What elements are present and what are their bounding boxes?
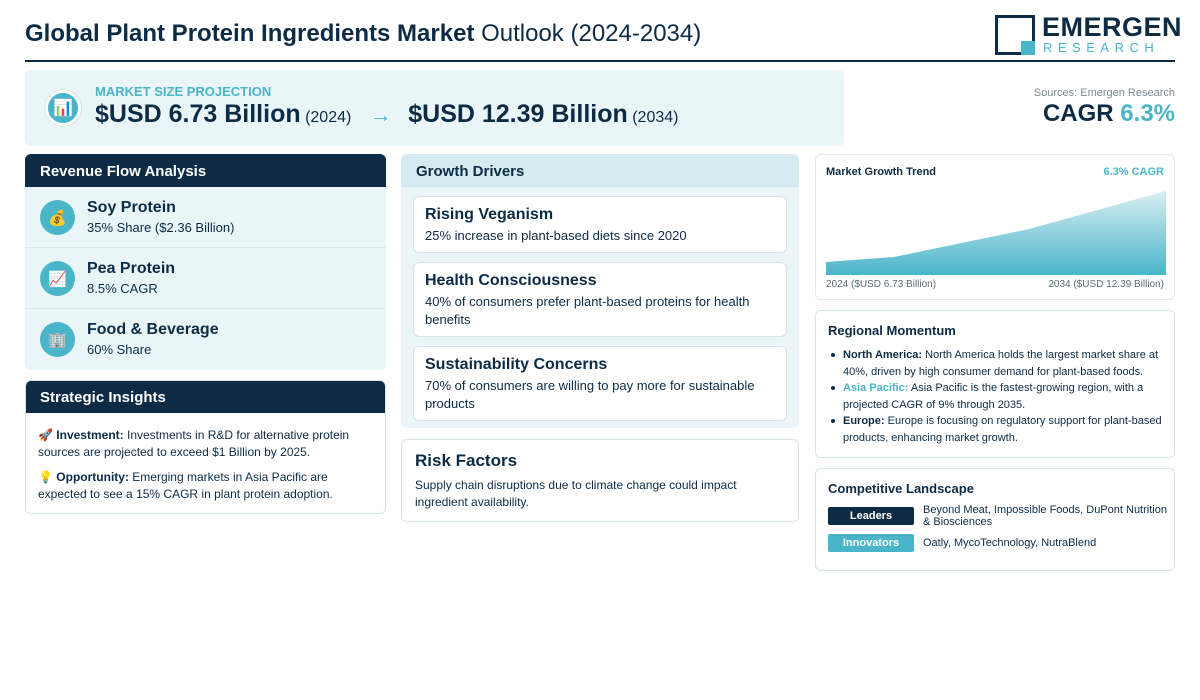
revenue-item: 📈 Pea Protein 8.5% CAGR (25, 248, 386, 309)
driver-text: 70% of consumers are willing to pay more… (425, 378, 755, 411)
revenue-item-detail: 60% Share (87, 342, 152, 357)
logo-mark-icon (995, 15, 1035, 55)
cagr-summary: CAGR 6.3% (1043, 100, 1175, 128)
cagr-value: 6.3% (1120, 100, 1175, 127)
revenue-item-name: Soy Protein (87, 199, 176, 216)
insight-opportunity: 💡 Opportunity: Emerging markets in Asia … (38, 469, 368, 503)
revenue-item-detail: 8.5% CAGR (87, 281, 158, 296)
region-text: Asia Pacific is the fastest-growing regi… (843, 382, 1144, 411)
driver-title: Health Consciousness (425, 272, 597, 289)
regional-momentum-panel: Regional Momentum North America: North A… (815, 310, 1175, 458)
insight-label: Opportunity: (56, 470, 129, 484)
risk-factors-panel: Risk Factors Supply chain disruptions du… (401, 439, 799, 522)
region-text: North America holds the largest market s… (843, 349, 1159, 378)
region-label: North America: (843, 349, 923, 361)
trend-start-label: 2024 ($USD 6.73 Billion) (826, 279, 937, 290)
region-label: Asia Pacific: (843, 382, 909, 394)
logo-sub-text: RESEARCH (1043, 40, 1160, 55)
market-growth-trend-card: Market Growth Trend 6.3% CAGR 2024 ($USD… (815, 154, 1175, 300)
driver-text: 40% of consumers prefer plant-based prot… (425, 294, 750, 327)
region-text: Europe is focusing on regulatory support… (843, 415, 1162, 444)
strategic-insights-title: Strategic Insights (26, 381, 385, 413)
revenue-item-name: Food & Beverage (87, 321, 219, 338)
driver-text: 25% increase in plant-based diets since … (425, 228, 687, 243)
projection-values: $USD 6.73 Billion (2024) → $USD 12.39 Bi… (95, 100, 678, 129)
leaders-badge: Leaders (828, 507, 914, 525)
title-bold: Global Plant Protein Ingredients Market (25, 20, 475, 47)
page-header: Global Plant Protein Ingredients Market … (25, 10, 1182, 62)
region-label: Europe: (843, 415, 885, 427)
revenue-item-name: Pea Protein (87, 260, 176, 277)
region-item: Europe: Europe is focusing on regulatory… (828, 413, 1162, 446)
rocket-icon: 🚀 (38, 428, 53, 442)
sources-note: Sources: Emergen Research (1033, 87, 1175, 99)
trend-end-label: 2034 ($USD 12.39 Billion) (1048, 279, 1164, 290)
insight-text: Investments in R&D for alternative prote… (38, 428, 350, 459)
start-year: (2024) (305, 109, 352, 126)
innovators-badge: Innovators (828, 534, 914, 552)
end-value: $USD 12.39 Billion (408, 100, 628, 128)
regional-list: North America: North America holds the l… (828, 347, 1162, 446)
insight-investment: 🚀 Investment: Investments in R&D for alt… (38, 427, 368, 461)
driver-card: Health Consciousness 40% of consumers pr… (413, 262, 787, 337)
innovators-list: Oatly, MycoTechnology, NutraBlend (923, 537, 1097, 549)
arrow-right-icon: → (369, 102, 392, 127)
page-title: Global Plant Protein Ingredients Market … (25, 20, 701, 48)
risk-factors-text: Supply chain disruptions due to climate … (415, 478, 737, 509)
revenue-item: 💰 Soy Protein 35% Share ($2.36 Billion) (25, 187, 386, 248)
regional-momentum-title: Regional Momentum (828, 323, 956, 338)
insight-text: Emerging markets in Asia Pacific are exp… (38, 470, 333, 501)
title-light: Outlook (2024-2034) (481, 20, 702, 47)
risk-factors-title: Risk Factors (415, 451, 518, 470)
insight-label: Investment: (56, 428, 124, 442)
driver-title: Rising Veganism (425, 206, 554, 223)
trend-title: Market Growth Trend (826, 166, 937, 178)
growth-area (826, 191, 1166, 275)
revenue-item-detail: 35% Share ($2.36 Billion) (87, 220, 235, 235)
trend-cagr: 6.3% CAGR (1103, 166, 1164, 178)
strategic-insights-panel: Strategic Insights 🚀 Investment: Investm… (25, 380, 386, 514)
trend-up-icon: 📈 (40, 261, 75, 296)
driver-card: Rising Veganism 25% increase in plant-ba… (413, 196, 787, 253)
bar-chart-icon: 📊 (45, 90, 81, 126)
region-item: Asia Pacific: Asia Pacific is the fastes… (828, 380, 1162, 413)
driver-card: Sustainability Concerns 70% of consumers… (413, 346, 787, 421)
money-bag-icon: 💰 (40, 200, 75, 235)
emergen-logo: EMERGEN RESEARCH (995, 12, 1182, 58)
start-value: $USD 6.73 Billion (95, 100, 301, 128)
driver-title: Sustainability Concerns (425, 356, 608, 373)
region-item: North America: North America holds the l… (828, 347, 1162, 380)
lightbulb-icon: 💡 (38, 470, 53, 484)
leaders-list: Beyond Meat, Impossible Foods, DuPont Nu… (923, 504, 1167, 528)
revenue-flow-title: Revenue Flow Analysis (25, 154, 386, 187)
logo-main-text: EMERGEN (1042, 12, 1183, 42)
projection-label: MARKET SIZE PROJECTION (95, 84, 272, 99)
cagr-label: CAGR (1042, 100, 1114, 127)
competitive-landscape-title: Competitive Landscape (828, 481, 974, 496)
market-size-projection: 📊 MARKET SIZE PROJECTION $USD 6.73 Billi… (25, 70, 844, 146)
growth-drivers-panel: Growth Drivers Rising Veganism 25% incre… (401, 154, 799, 428)
end-year: (2034) (632, 109, 679, 126)
growth-area-chart (826, 191, 1166, 275)
revenue-flow-panel: Revenue Flow Analysis 💰 Soy Protein 35% … (25, 154, 386, 370)
competitive-landscape-panel: Competitive Landscape Leaders Beyond Mea… (815, 468, 1175, 571)
revenue-item: 🏢 Food & Beverage 60% Share (25, 309, 386, 370)
growth-drivers-title: Growth Drivers (401, 154, 799, 187)
building-icon: 🏢 (40, 322, 75, 357)
